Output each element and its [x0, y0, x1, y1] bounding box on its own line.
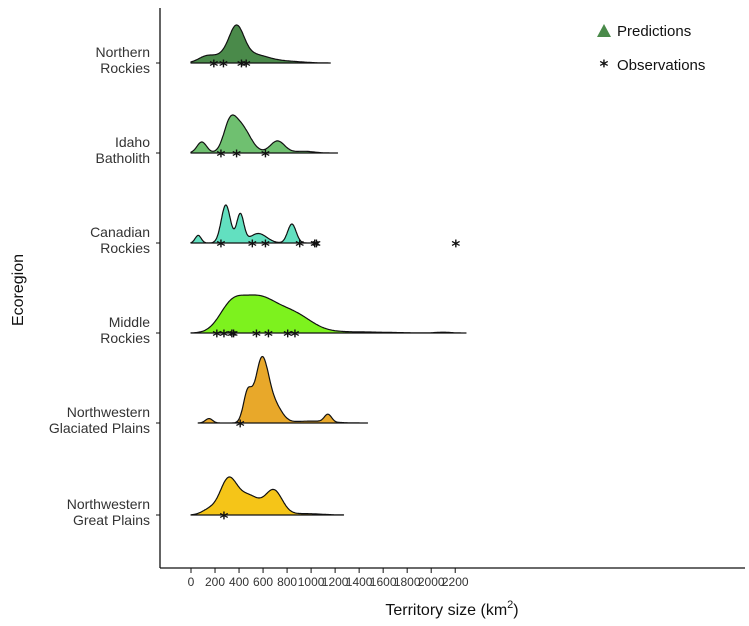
density-area-middle-rockies [190, 294, 467, 334]
observation-star-idaho-batholith-2: * [261, 147, 270, 167]
observation-star-middle-rockies-4: * [252, 327, 261, 347]
x-tick-label-2000: 2000 [418, 575, 445, 589]
density-area-northwestern-great-plains [190, 476, 345, 516]
density-area-idaho-batholith [190, 114, 339, 154]
legend: Predictions * Observations [597, 23, 705, 77]
category-label-idaho-batholith: Idaho Batholith [96, 134, 151, 166]
category-label-line: Batholith [96, 150, 150, 166]
category-label-line: Rockies [100, 240, 150, 256]
category-label-line: Northern [96, 44, 150, 60]
observation-star-idaho-batholith-0: * [217, 147, 226, 167]
x-tick-label-1000: 1000 [298, 575, 325, 589]
x-tick-label-1600: 1600 [370, 575, 397, 589]
observation-star-middle-rockies-6: * [283, 327, 292, 347]
legend-predictions-triangle-icon [597, 24, 611, 37]
ridge-northwestern-glaciated-plains: * [197, 355, 369, 437]
x-tick-label-1800: 1800 [394, 575, 421, 589]
ridge-northwestern-great-plains: * [190, 476, 345, 529]
observation-star-northwestern-great-plains-0: * [220, 509, 229, 529]
ridge-northern-rockies: * * ** [190, 24, 331, 77]
x-tick-label-2200: 2200 [442, 575, 469, 589]
legend-observations-star-icon: * [600, 57, 609, 77]
density-area-northwestern-glaciated-plains [197, 355, 369, 424]
observation-star-middle-rockies-0: * [212, 327, 221, 347]
category-label-canadian-rockies: Canadian Rockies [90, 224, 150, 256]
x-tick-label-200: 200 [205, 575, 225, 589]
density-area-canadian-rockies [190, 204, 319, 244]
category-label-line: Rockies [100, 330, 150, 346]
observation-star-canadian-rockies-6: * [451, 237, 460, 257]
ridge-canadian-rockies: * * * * ** * [190, 204, 460, 257]
category-label-line: Canadian [90, 224, 150, 240]
category-label-line: Great Plains [73, 512, 150, 528]
observation-star-middle-rockies-1: * [220, 327, 229, 347]
ridge-idaho-batholith: * * * [190, 114, 339, 167]
observation-star-canadian-rockies-5: * [312, 237, 321, 257]
density-area-northern-rockies [190, 24, 331, 64]
observation-star-northwestern-glaciated-plains-0: * [236, 417, 245, 437]
category-label-line: Northwestern [67, 404, 150, 420]
category-label-northwestern-great-plains: Northwestern Great Plains [67, 496, 150, 528]
axes-layer [159, 8, 745, 569]
category-label-line: Idaho [115, 134, 150, 150]
observation-star-northern-rockies-3: * [242, 57, 251, 77]
x-tick-label-1400: 1400 [346, 575, 373, 589]
x-tick-label-600: 600 [253, 575, 273, 589]
observation-star-middle-rockies-2: * [227, 327, 236, 347]
observation-star-northern-rockies-2: * [237, 57, 246, 77]
legend-predictions-label: Predictions [617, 23, 691, 40]
x-axis-title: Territory size (km2) [385, 599, 518, 619]
observation-star-canadian-rockies-1: * [248, 237, 257, 257]
observation-star-canadian-rockies-3: * [295, 237, 304, 257]
observation-star-middle-rockies-5: * [264, 327, 273, 347]
category-label-line: Northwestern [67, 496, 150, 512]
category-label-line: Middle [109, 314, 150, 330]
observation-star-canadian-rockies-2: * [261, 237, 270, 257]
observation-star-northern-rockies-0: * [209, 57, 218, 77]
category-label-middle-rockies: Middle Rockies [100, 314, 150, 346]
observation-star-canadian-rockies-0: * [217, 237, 226, 257]
ridge-middle-rockies: **** * * ** [190, 294, 467, 347]
observation-star-idaho-batholith-1: * [232, 147, 241, 167]
x-tick-label-0: 0 [188, 575, 195, 589]
category-label-northwestern-glaciated-plains: Northwestern Glaciated Plains [49, 404, 150, 436]
x-tick-labels: 0 200 400 600 800 100012001400160018002000220… [188, 568, 469, 589]
y-axis-title: Ecoregion [10, 254, 27, 326]
legend-observations-label: Observations [617, 57, 705, 74]
observation-star-middle-rockies-7: * [290, 327, 299, 347]
category-label-northern-rockies: Northern Rockies [96, 44, 150, 76]
observation-star-middle-rockies-3: * [229, 327, 238, 347]
x-tick-label-1200: 1200 [322, 575, 349, 589]
x-tick-label-800: 800 [277, 575, 297, 589]
ridges-layer: * * *** * ** * * * ** ***** * * **** [190, 24, 467, 529]
x-tick-label-400: 400 [229, 575, 249, 589]
observation-star-canadian-rockies-4: * [310, 237, 319, 257]
category-label-line: Rockies [100, 60, 150, 76]
category-label-line: Glaciated Plains [49, 420, 150, 436]
observation-star-northern-rockies-1: * [219, 57, 228, 77]
